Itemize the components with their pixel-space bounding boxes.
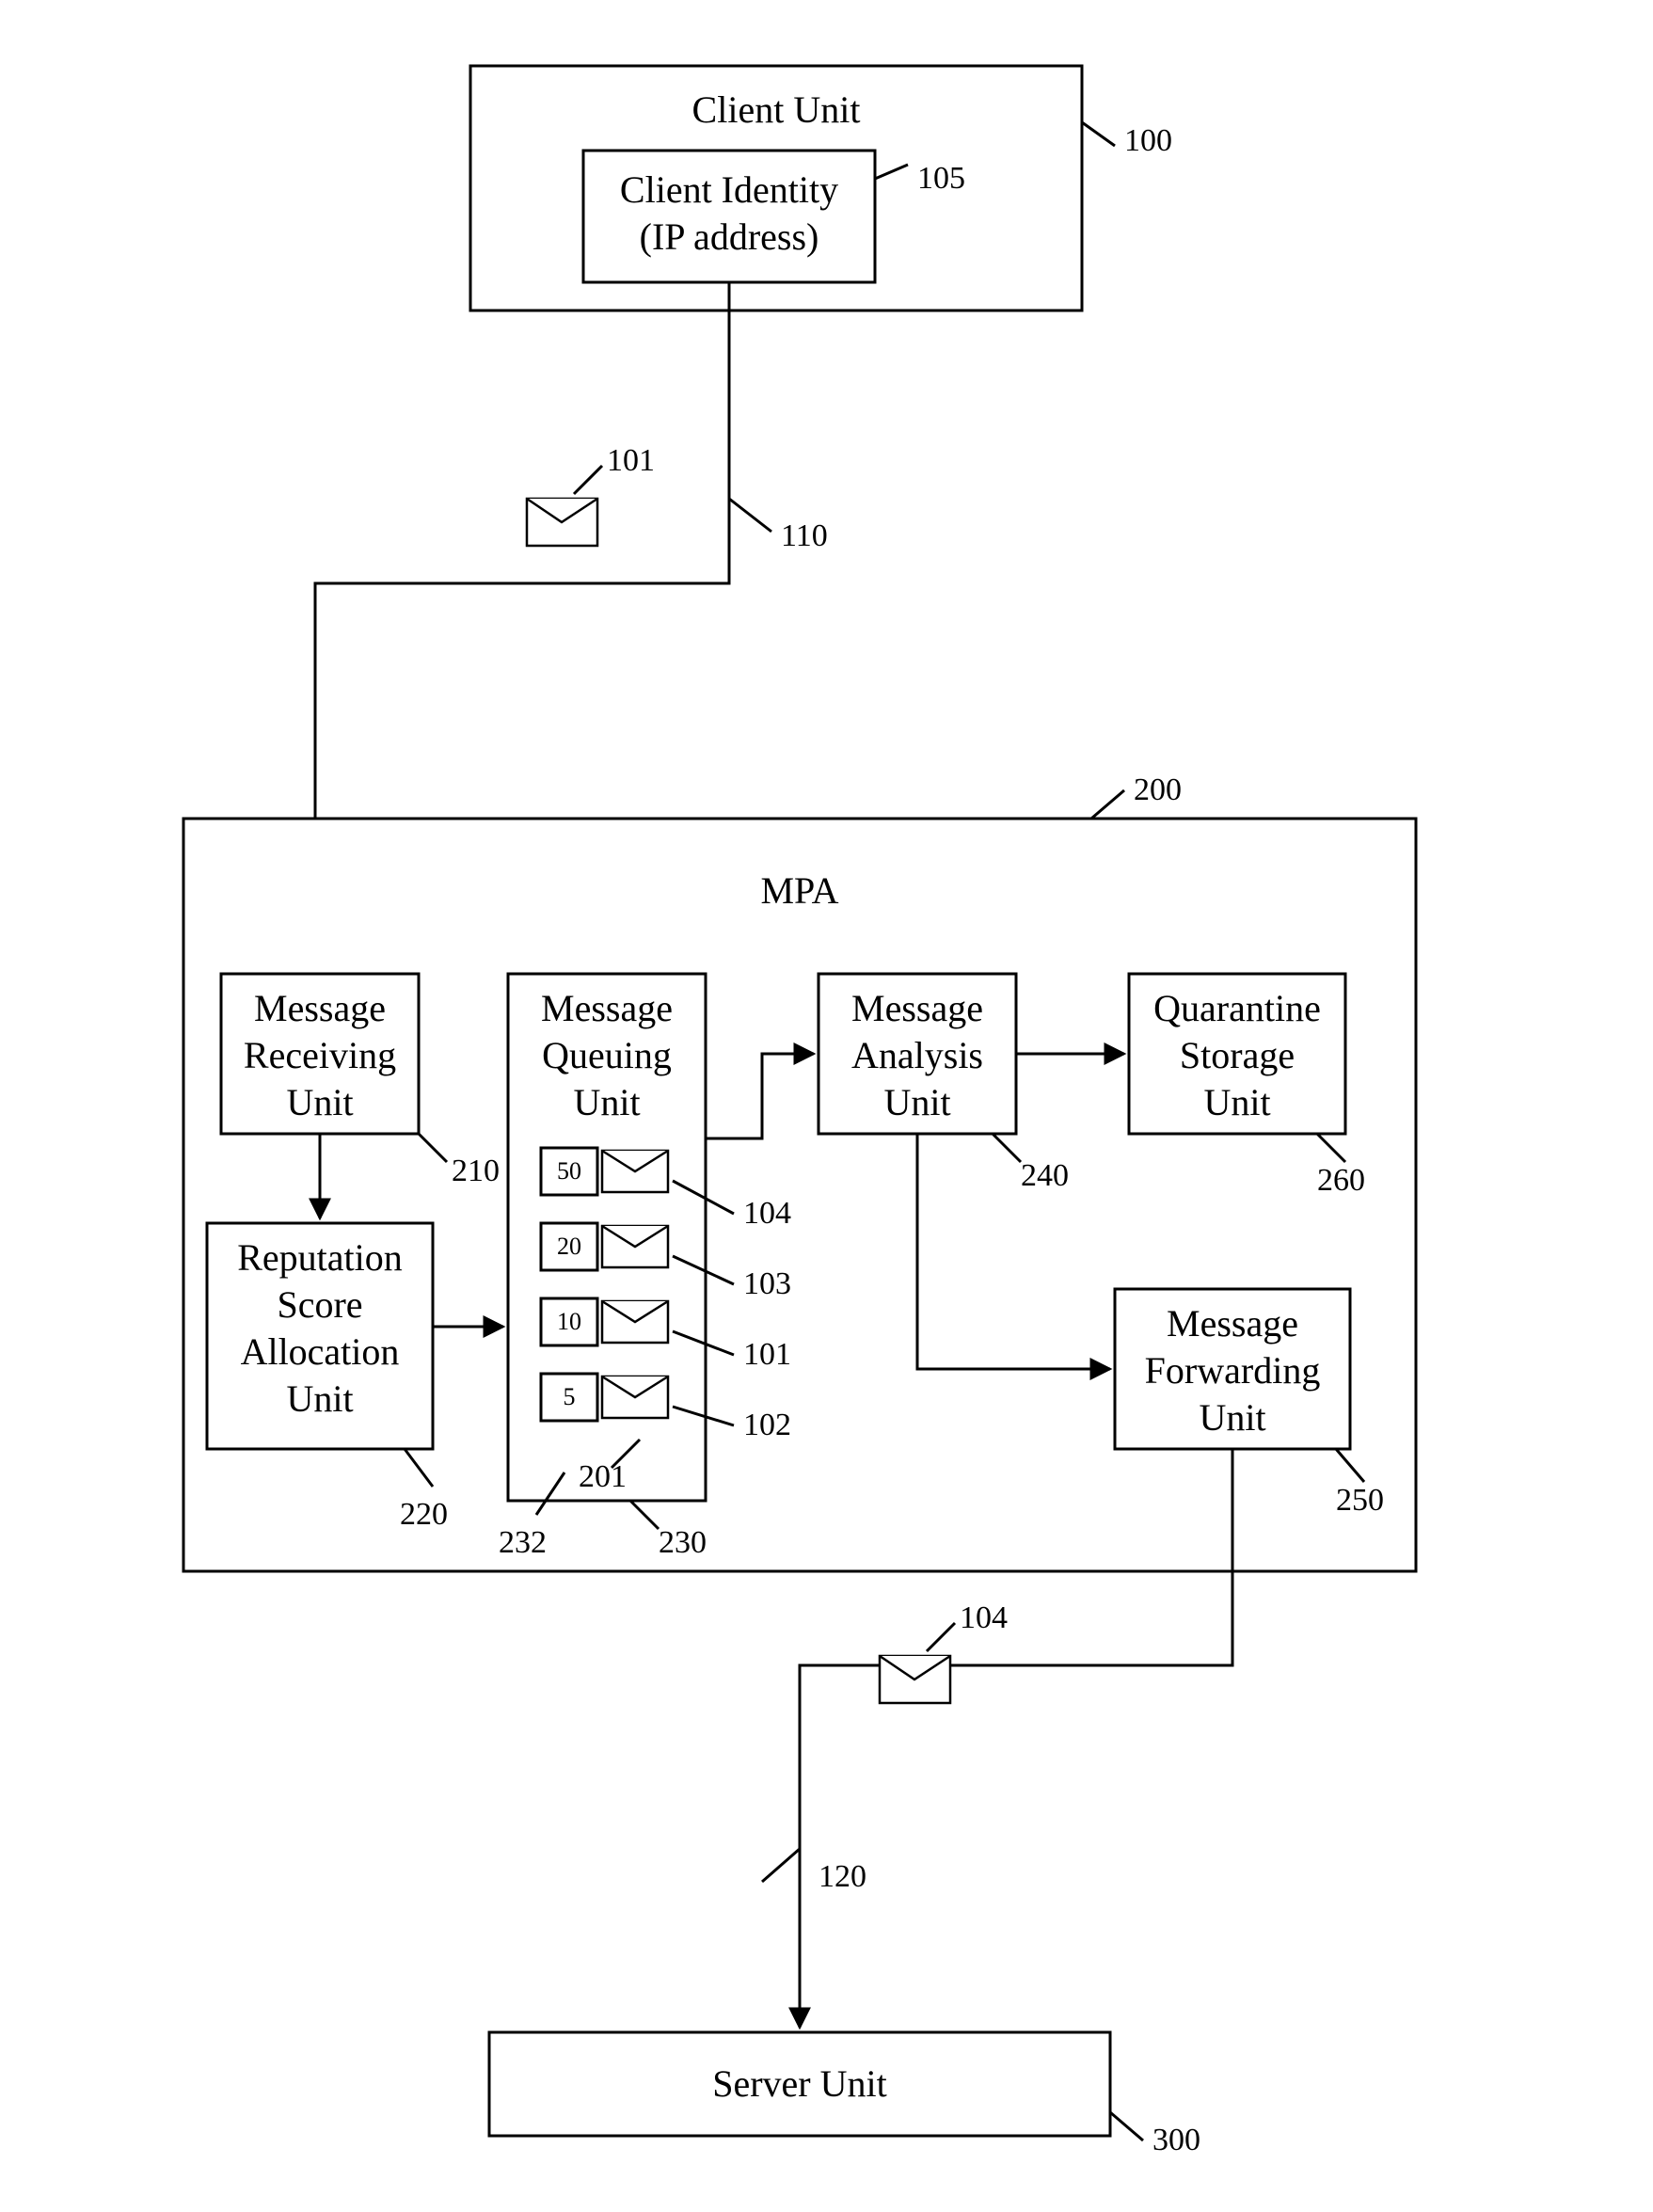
- queue-item-2: 10: [541, 1298, 668, 1345]
- svg-text:Unit: Unit: [286, 1377, 353, 1420]
- envelope-101-ref: 101: [607, 443, 655, 478]
- svg-text:Unit: Unit: [286, 1081, 353, 1123]
- client-identity-ref: 105: [917, 161, 965, 196]
- svg-text:220: 220: [400, 1497, 448, 1532]
- svg-text:230: 230: [659, 1525, 707, 1560]
- svg-text:120: 120: [819, 1859, 866, 1894]
- edge-110-ref: 110: [781, 518, 828, 553]
- envelope-icon: [880, 1656, 950, 1703]
- svg-text:5: 5: [564, 1383, 576, 1410]
- svg-text:Analysis: Analysis: [851, 1034, 983, 1076]
- client-unit-ref: 100: [1124, 123, 1172, 158]
- svg-text:104: 104: [743, 1196, 791, 1231]
- svg-text:Unit: Unit: [573, 1081, 640, 1123]
- svg-text:240: 240: [1021, 1158, 1069, 1193]
- svg-text:250: 250: [1336, 1483, 1384, 1518]
- svg-text:300: 300: [1152, 2123, 1200, 2157]
- svg-text:Forwarding: Forwarding: [1145, 1349, 1321, 1392]
- svg-text:20: 20: [557, 1233, 581, 1260]
- server-unit-box: Server Unit 300: [489, 2032, 1200, 2157]
- svg-text:Unit: Unit: [1199, 1396, 1265, 1439]
- client-unit-label: Client Unit: [692, 88, 861, 131]
- svg-text:Message: Message: [254, 987, 386, 1029]
- svg-text:104: 104: [960, 1600, 1008, 1635]
- svg-text:101: 101: [743, 1337, 791, 1372]
- svg-text:Unit: Unit: [883, 1081, 950, 1123]
- svg-text:Message: Message: [541, 987, 673, 1029]
- svg-text:Quarantine: Quarantine: [1153, 987, 1321, 1029]
- queue-item-3: 5: [541, 1374, 668, 1421]
- svg-text:Allocation: Allocation: [241, 1330, 400, 1373]
- svg-text:Unit: Unit: [1203, 1081, 1270, 1123]
- svg-text:Message: Message: [851, 987, 983, 1029]
- svg-text:260: 260: [1317, 1163, 1365, 1198]
- queue-item-1: 20: [541, 1223, 668, 1270]
- mpa-label: MPA: [760, 869, 838, 912]
- svg-text:103: 103: [743, 1266, 791, 1301]
- queue-item-0: 50: [541, 1148, 668, 1195]
- client-identity-label1: Client Identity: [620, 168, 838, 211]
- mpa-ref: 200: [1134, 772, 1182, 807]
- svg-text:232: 232: [499, 1525, 547, 1560]
- server-unit-label: Server Unit: [712, 2062, 887, 2105]
- svg-text:Receiving: Receiving: [244, 1034, 396, 1076]
- svg-text:201: 201: [579, 1459, 627, 1494]
- envelope-icon: [527, 499, 597, 546]
- diagram-canvas: Client Unit 100 Client Identity (IP addr…: [0, 0, 1653, 2212]
- svg-text:Reputation: Reputation: [237, 1236, 403, 1279]
- svg-text:210: 210: [452, 1154, 500, 1188]
- svg-text:102: 102: [743, 1408, 791, 1442]
- svg-text:50: 50: [557, 1157, 581, 1185]
- client-unit-box: Client Unit 100 Client Identity (IP addr…: [470, 66, 1172, 310]
- svg-text:Storage: Storage: [1180, 1034, 1295, 1076]
- client-identity-label2: (IP address): [640, 215, 819, 258]
- svg-text:Queuing: Queuing: [542, 1034, 672, 1076]
- svg-text:Message: Message: [1167, 1302, 1298, 1345]
- svg-text:10: 10: [557, 1308, 581, 1335]
- svg-text:Score: Score: [277, 1283, 362, 1326]
